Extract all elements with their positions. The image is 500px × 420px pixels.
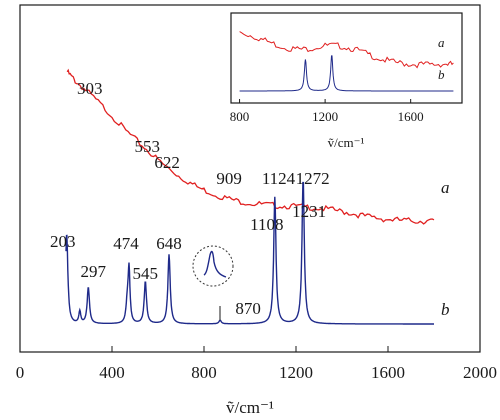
inset-series-label-b: b: [438, 67, 445, 82]
inset-series-label-a: a: [438, 35, 445, 50]
series-a: [66, 68, 435, 225]
series-label-a: a: [441, 178, 450, 197]
main-x-tick-label: 1200: [279, 363, 313, 382]
series-b: [65, 181, 434, 325]
inset-x-tick-label: 800: [230, 109, 250, 124]
peak-label-297: 297: [81, 262, 107, 281]
peak-label-553: 553: [134, 137, 160, 156]
main-x-tick-label: 0: [16, 363, 25, 382]
inset-series-b-line: [239, 55, 454, 92]
peak-label-870: 870: [235, 299, 261, 318]
peak-label-648: 648: [156, 234, 182, 253]
peak-label-1272: 1272: [296, 169, 330, 188]
inset-x-tick-label: 1200: [312, 109, 338, 124]
inset-x-tick-label: 1600: [398, 109, 424, 124]
main-x-tick-label: 2000: [463, 363, 497, 382]
main-x-ticks: 0 400 800 1200 1600 2000: [16, 346, 497, 382]
peak-label-303: 303: [77, 79, 103, 98]
zoom-peak-curve: [203, 250, 227, 278]
main-x-tick-label: 800: [191, 363, 217, 382]
main-plot-frame: [19, 4, 481, 353]
peak-label-474: 474: [113, 234, 139, 253]
peak-label-203: 203: [50, 232, 76, 251]
zoom-inset-circle: [192, 245, 234, 287]
inset-series-a-line: [239, 31, 454, 69]
series-a-line: [66, 68, 435, 225]
inset-plot-frame: [230, 12, 463, 104]
inset-series-a: [239, 31, 454, 69]
main-x-axis-label: ṽ/cm⁻¹: [226, 398, 274, 417]
inset-series-b: [239, 55, 454, 92]
zoom-circle: [192, 245, 234, 287]
peak-label-545: 545: [133, 264, 159, 283]
main-x-tick-label: 1600: [371, 363, 405, 382]
peak-label-1108: 1108: [250, 215, 283, 234]
peak-label-1231: 1231: [292, 202, 326, 221]
peak-label-909: 909: [216, 169, 242, 188]
inset-x-ticks: 800 1200 1600: [230, 99, 424, 124]
inset-chart: 800 1200 1600 ṽ/cm⁻¹ a b: [230, 12, 463, 150]
inset-x-axis-label: ṽ/cm⁻¹: [328, 135, 365, 150]
series-b-line: [65, 181, 434, 325]
peak-label-622: 622: [154, 153, 180, 172]
peak-label-1124: 1124: [262, 169, 296, 188]
series-label-b: b: [441, 300, 450, 319]
main-x-tick-label: 400: [99, 363, 125, 382]
